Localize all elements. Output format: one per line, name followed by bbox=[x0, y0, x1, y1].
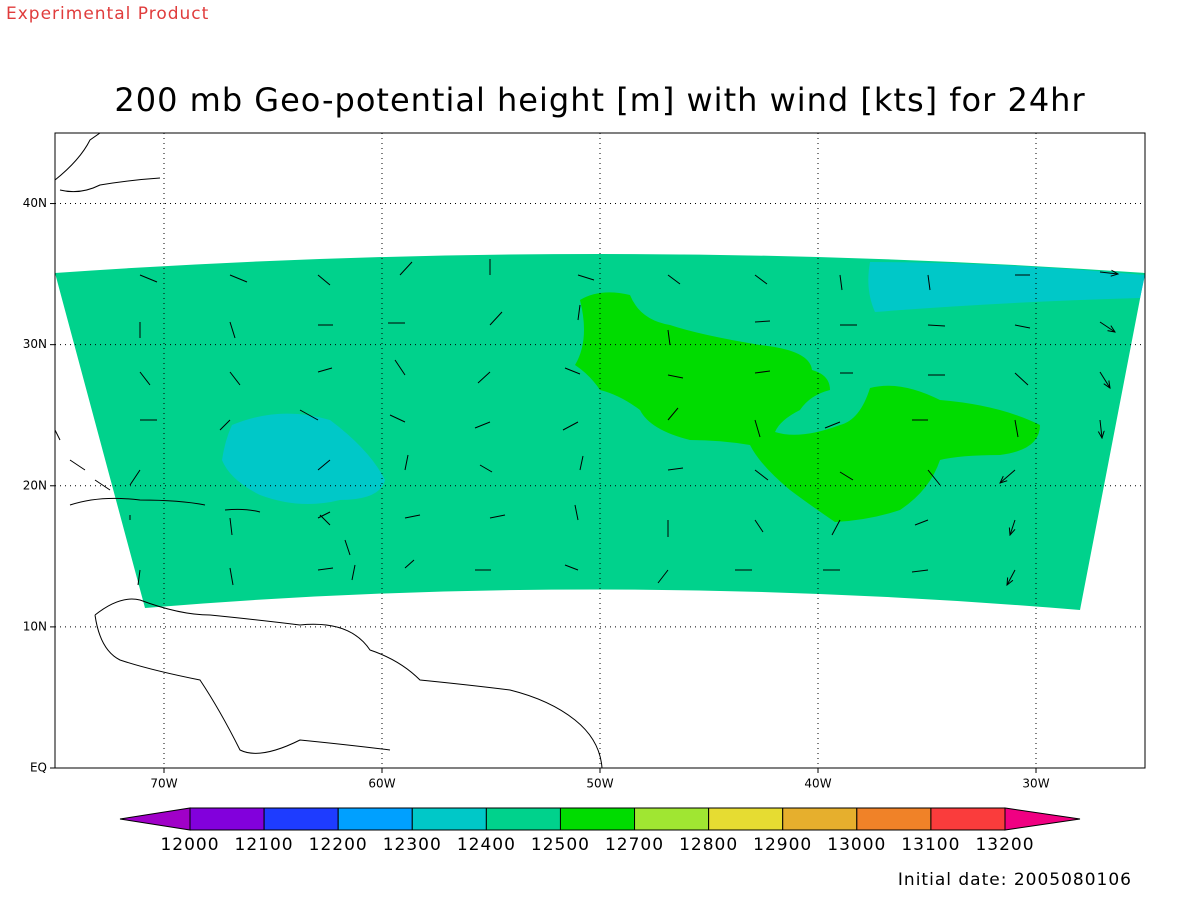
y-tick-label: 40N bbox=[23, 196, 47, 210]
colorbar-label: 12500 bbox=[531, 835, 590, 855]
coastline bbox=[55, 133, 161, 193]
colorbar-label: 12100 bbox=[235, 835, 294, 855]
colorbar-label: 12000 bbox=[160, 835, 219, 855]
colorbar-box bbox=[411, 807, 487, 831]
x-tick-label: 40W bbox=[804, 777, 831, 791]
colorbar-box bbox=[263, 807, 339, 831]
colorbar-box bbox=[634, 807, 710, 831]
coastline bbox=[55, 429, 111, 491]
colorbar-box bbox=[856, 807, 932, 831]
wind-vectors bbox=[129, 259, 1118, 585]
y-tick-label: 20N bbox=[23, 478, 47, 492]
colorbar-box bbox=[337, 807, 413, 831]
colorbar-label: 12800 bbox=[679, 835, 738, 855]
colorbar-label: 12200 bbox=[309, 835, 368, 855]
colorbar-box bbox=[485, 807, 561, 831]
colorbar-label: 12300 bbox=[383, 835, 442, 855]
colorbar-label: 13000 bbox=[827, 835, 886, 855]
height-field bbox=[55, 254, 1145, 610]
x-tick-label: 30W bbox=[1022, 777, 1049, 791]
x-tick-label: 50W bbox=[586, 777, 613, 791]
y-tick-label: EQ bbox=[30, 761, 47, 775]
experimental-label: Experimental Product bbox=[6, 4, 209, 24]
coastline bbox=[69, 497, 356, 581]
colorbar-label: 12700 bbox=[605, 835, 664, 855]
height-cyan-region bbox=[868, 262, 1145, 312]
colorbar-box bbox=[559, 807, 636, 831]
map-title: 200 mb Geo-potential height [m] with win… bbox=[114, 81, 1085, 119]
colorbar-arrow bbox=[119, 807, 191, 831]
colorbar-box bbox=[189, 807, 265, 831]
colorbar-label: 13200 bbox=[975, 835, 1034, 855]
colorbar-label: 12900 bbox=[753, 835, 812, 855]
colorbar-box bbox=[782, 807, 858, 831]
map-field bbox=[55, 133, 1145, 768]
colorbar-label: 13100 bbox=[901, 835, 960, 855]
colorbar-box bbox=[708, 807, 784, 831]
colorbar-label: 12400 bbox=[457, 835, 516, 855]
height-cyan-region bbox=[222, 413, 385, 504]
height-green-region bbox=[575, 292, 1040, 522]
x-tick-label: 60W bbox=[368, 777, 395, 791]
coastline bbox=[94, 598, 603, 768]
y-tick-label: 10N bbox=[23, 619, 47, 633]
colorbar-arrow bbox=[1004, 807, 1081, 831]
initial-date: Initial date: 2005080106 bbox=[898, 870, 1132, 890]
y-tick-label: 30N bbox=[23, 337, 47, 351]
colorbar-box bbox=[930, 807, 1006, 831]
x-tick-label: 70W bbox=[150, 777, 177, 791]
